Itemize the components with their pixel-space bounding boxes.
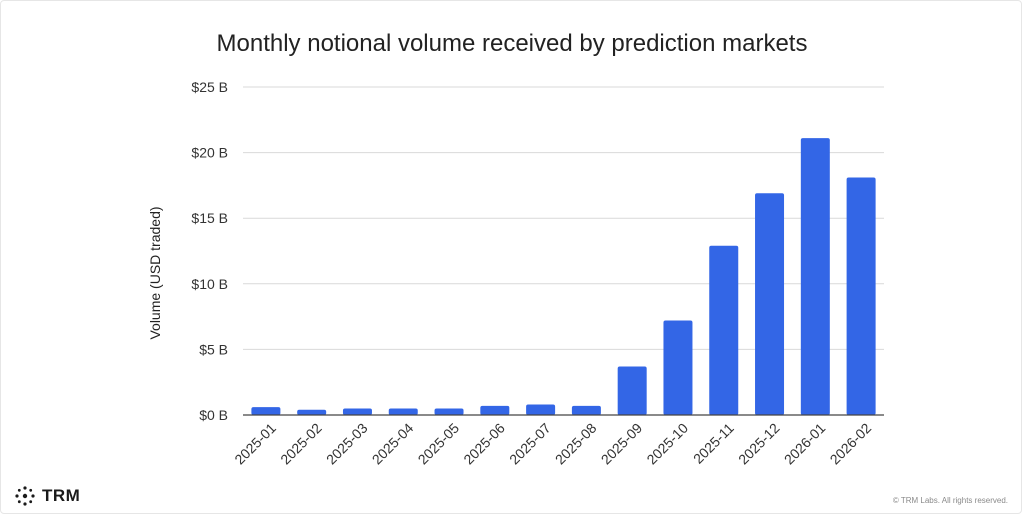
x-tick-label: 2025-11 — [690, 420, 737, 467]
bar — [755, 193, 785, 415]
x-tick-label: 2025-03 — [323, 420, 371, 468]
bar — [617, 366, 647, 415]
x-tick-label: 2025-09 — [598, 420, 646, 468]
bar — [571, 405, 601, 415]
trm-logo-icon — [15, 486, 35, 506]
x-tick-label: 2025-02 — [277, 420, 325, 468]
y-tick-label: $20 B — [191, 145, 228, 161]
bar — [846, 177, 876, 415]
bar — [297, 409, 327, 415]
x-tick-label: 2026-01 — [781, 420, 829, 468]
bar — [526, 404, 556, 415]
bar — [709, 245, 739, 415]
bar — [800, 138, 830, 415]
chart-title: Monthly notional volume received by pred… — [216, 30, 808, 57]
bar — [480, 405, 510, 415]
bar — [342, 408, 372, 415]
x-tick-label: 2025-05 — [415, 420, 463, 468]
x-tick-label: 2025-10 — [643, 420, 691, 468]
x-tick-label: 2025-07 — [506, 420, 554, 468]
x-tick-label: 2026-02 — [827, 420, 875, 468]
y-tick-label: $10 B — [191, 276, 228, 292]
bar — [388, 408, 418, 415]
y-tick-label: $25 B — [191, 79, 228, 95]
bar — [663, 320, 693, 415]
x-tick-label: 2025-08 — [552, 420, 600, 468]
x-tick-label: 2025-06 — [460, 420, 508, 468]
copyright-text: © TRM Labs. All rights reserved. — [892, 496, 1008, 505]
y-tick-label: $15 B — [191, 210, 228, 226]
x-tick-label: 2025-01 — [231, 420, 279, 468]
x-tick-label: 2025-04 — [369, 420, 417, 468]
brand: TRM — [14, 485, 80, 507]
x-tick-label: 2025-12 — [735, 420, 783, 468]
brand-name: TRM — [42, 486, 81, 505]
y-tick-label: $5 B — [199, 341, 228, 357]
bar — [434, 408, 464, 415]
bar — [251, 407, 281, 415]
y-tick-label: $0 B — [199, 407, 228, 423]
